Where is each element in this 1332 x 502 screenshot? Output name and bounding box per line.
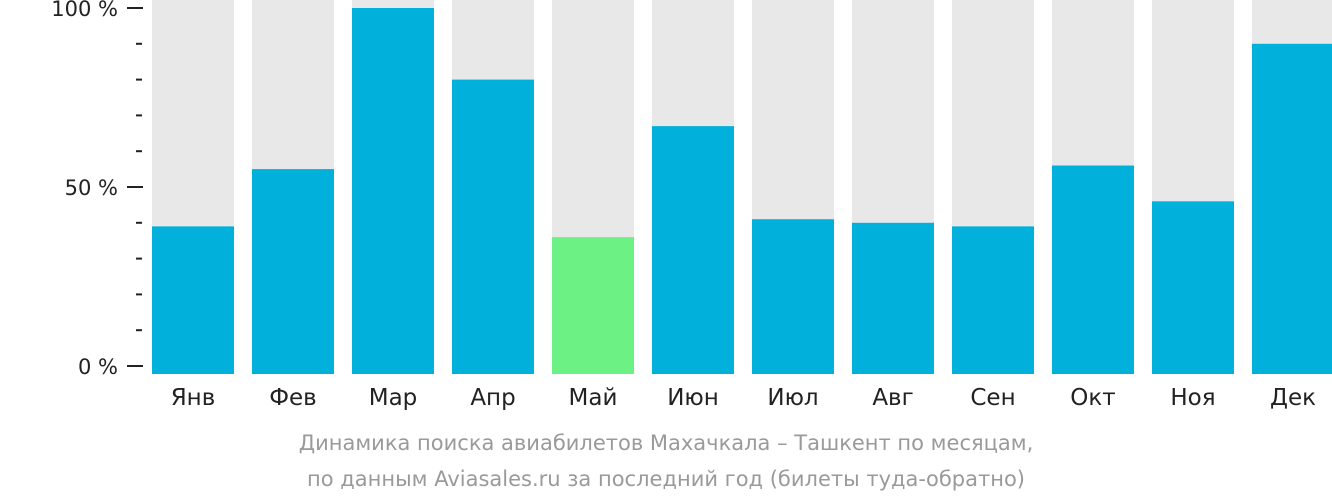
x-tick-label: Июл xyxy=(767,385,818,411)
bar-6 xyxy=(652,126,734,374)
y-tick-label: 0 % xyxy=(78,355,118,379)
x-tick-label: Мар xyxy=(369,385,418,411)
bar-1 xyxy=(152,226,234,374)
bar-3 xyxy=(352,8,434,374)
x-tick-label: Июн xyxy=(667,385,719,411)
x-tick-label: Авг xyxy=(872,385,913,411)
data-bars xyxy=(152,8,1332,375)
bar-7 xyxy=(752,219,834,374)
x-tick-label: Фев xyxy=(269,385,317,411)
bar-4 xyxy=(452,79,534,374)
x-tick-label: Окт xyxy=(1070,385,1115,411)
bar-2 xyxy=(252,169,334,374)
x-tick-label: Дек xyxy=(1270,385,1316,411)
x-tick-label: Май xyxy=(569,385,618,411)
bar-9 xyxy=(952,226,1034,374)
x-tick-label: Апр xyxy=(470,385,515,411)
x-tick-label: Ноя xyxy=(1170,385,1215,411)
bar-12 xyxy=(1252,43,1332,375)
x-axis: Янв Фев Мар Апр Май Июн Июл Авг Сен Окт Ноя Дек xyxy=(171,385,1316,411)
x-tick-label: Янв xyxy=(171,385,216,411)
x-tick-label: Сен xyxy=(970,385,1015,411)
bar-11 xyxy=(1152,201,1234,374)
y-axis: 0 % 50 % 100 % xyxy=(51,0,143,379)
chart-caption-line-1: Динамика поиска авиабилетов Махачкала – … xyxy=(298,431,1034,455)
y-tick-label: 100 % xyxy=(51,0,118,21)
bar-5 xyxy=(552,237,634,374)
chart-caption-line-2: по данным Aviasales.ru за последний год … xyxy=(307,467,1025,491)
bar-8 xyxy=(852,222,934,374)
bar-10 xyxy=(1052,165,1134,374)
y-tick-label: 50 % xyxy=(65,176,118,200)
